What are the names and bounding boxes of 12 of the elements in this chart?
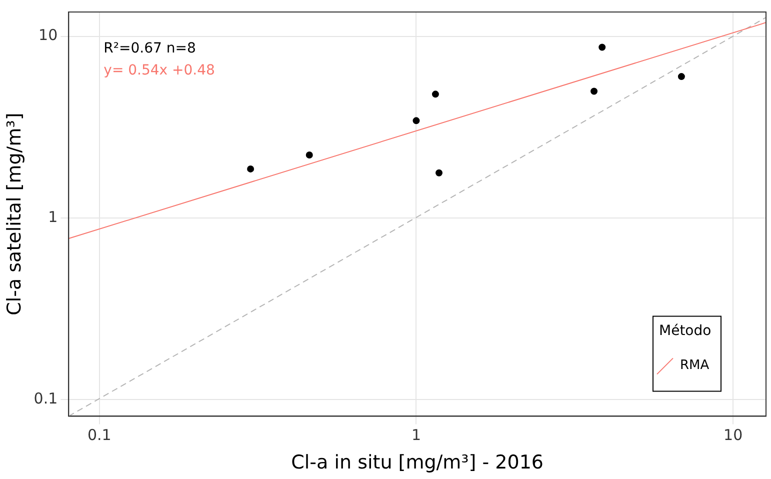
x-tick-label: 0.1 (87, 426, 112, 444)
y-tick-label: 10 (38, 26, 58, 44)
x-axis-title: Cl-a in situ [mg/m³] - 2016 (291, 452, 544, 474)
y-axis-title: Cl-a satelital [mg/m³] (3, 112, 26, 316)
legend-title: Método (659, 322, 712, 339)
y-tick-label: 0.1 (34, 389, 58, 408)
y-tick-label: 1 (48, 208, 58, 226)
legend-label: RMA (680, 358, 710, 374)
x-tick-label: 10 (724, 426, 743, 444)
x-tick-label: 1 (411, 426, 422, 444)
annotation: R²=0.67 n=8 (104, 40, 196, 57)
annotation: y= 0.54x +0.48 (104, 62, 215, 79)
